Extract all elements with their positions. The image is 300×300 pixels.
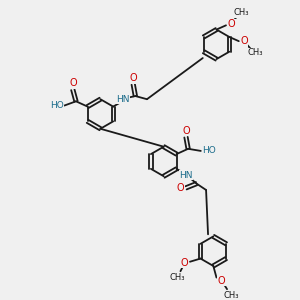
Text: O: O — [218, 276, 226, 286]
Text: HN: HN — [116, 95, 129, 104]
Text: CH₃: CH₃ — [233, 8, 248, 17]
Text: CH₃: CH₃ — [169, 273, 185, 282]
Text: O: O — [240, 36, 248, 46]
Text: HO: HO — [50, 101, 64, 110]
Text: CH₃: CH₃ — [224, 291, 239, 300]
Text: HO: HO — [202, 146, 216, 155]
Text: O: O — [177, 183, 184, 193]
Text: CH₃: CH₃ — [248, 48, 263, 57]
Text: O: O — [182, 126, 190, 136]
Text: O: O — [69, 78, 76, 88]
Text: O: O — [227, 19, 235, 29]
Text: HN: HN — [179, 171, 193, 180]
Text: O: O — [181, 258, 188, 268]
Text: O: O — [129, 73, 137, 83]
